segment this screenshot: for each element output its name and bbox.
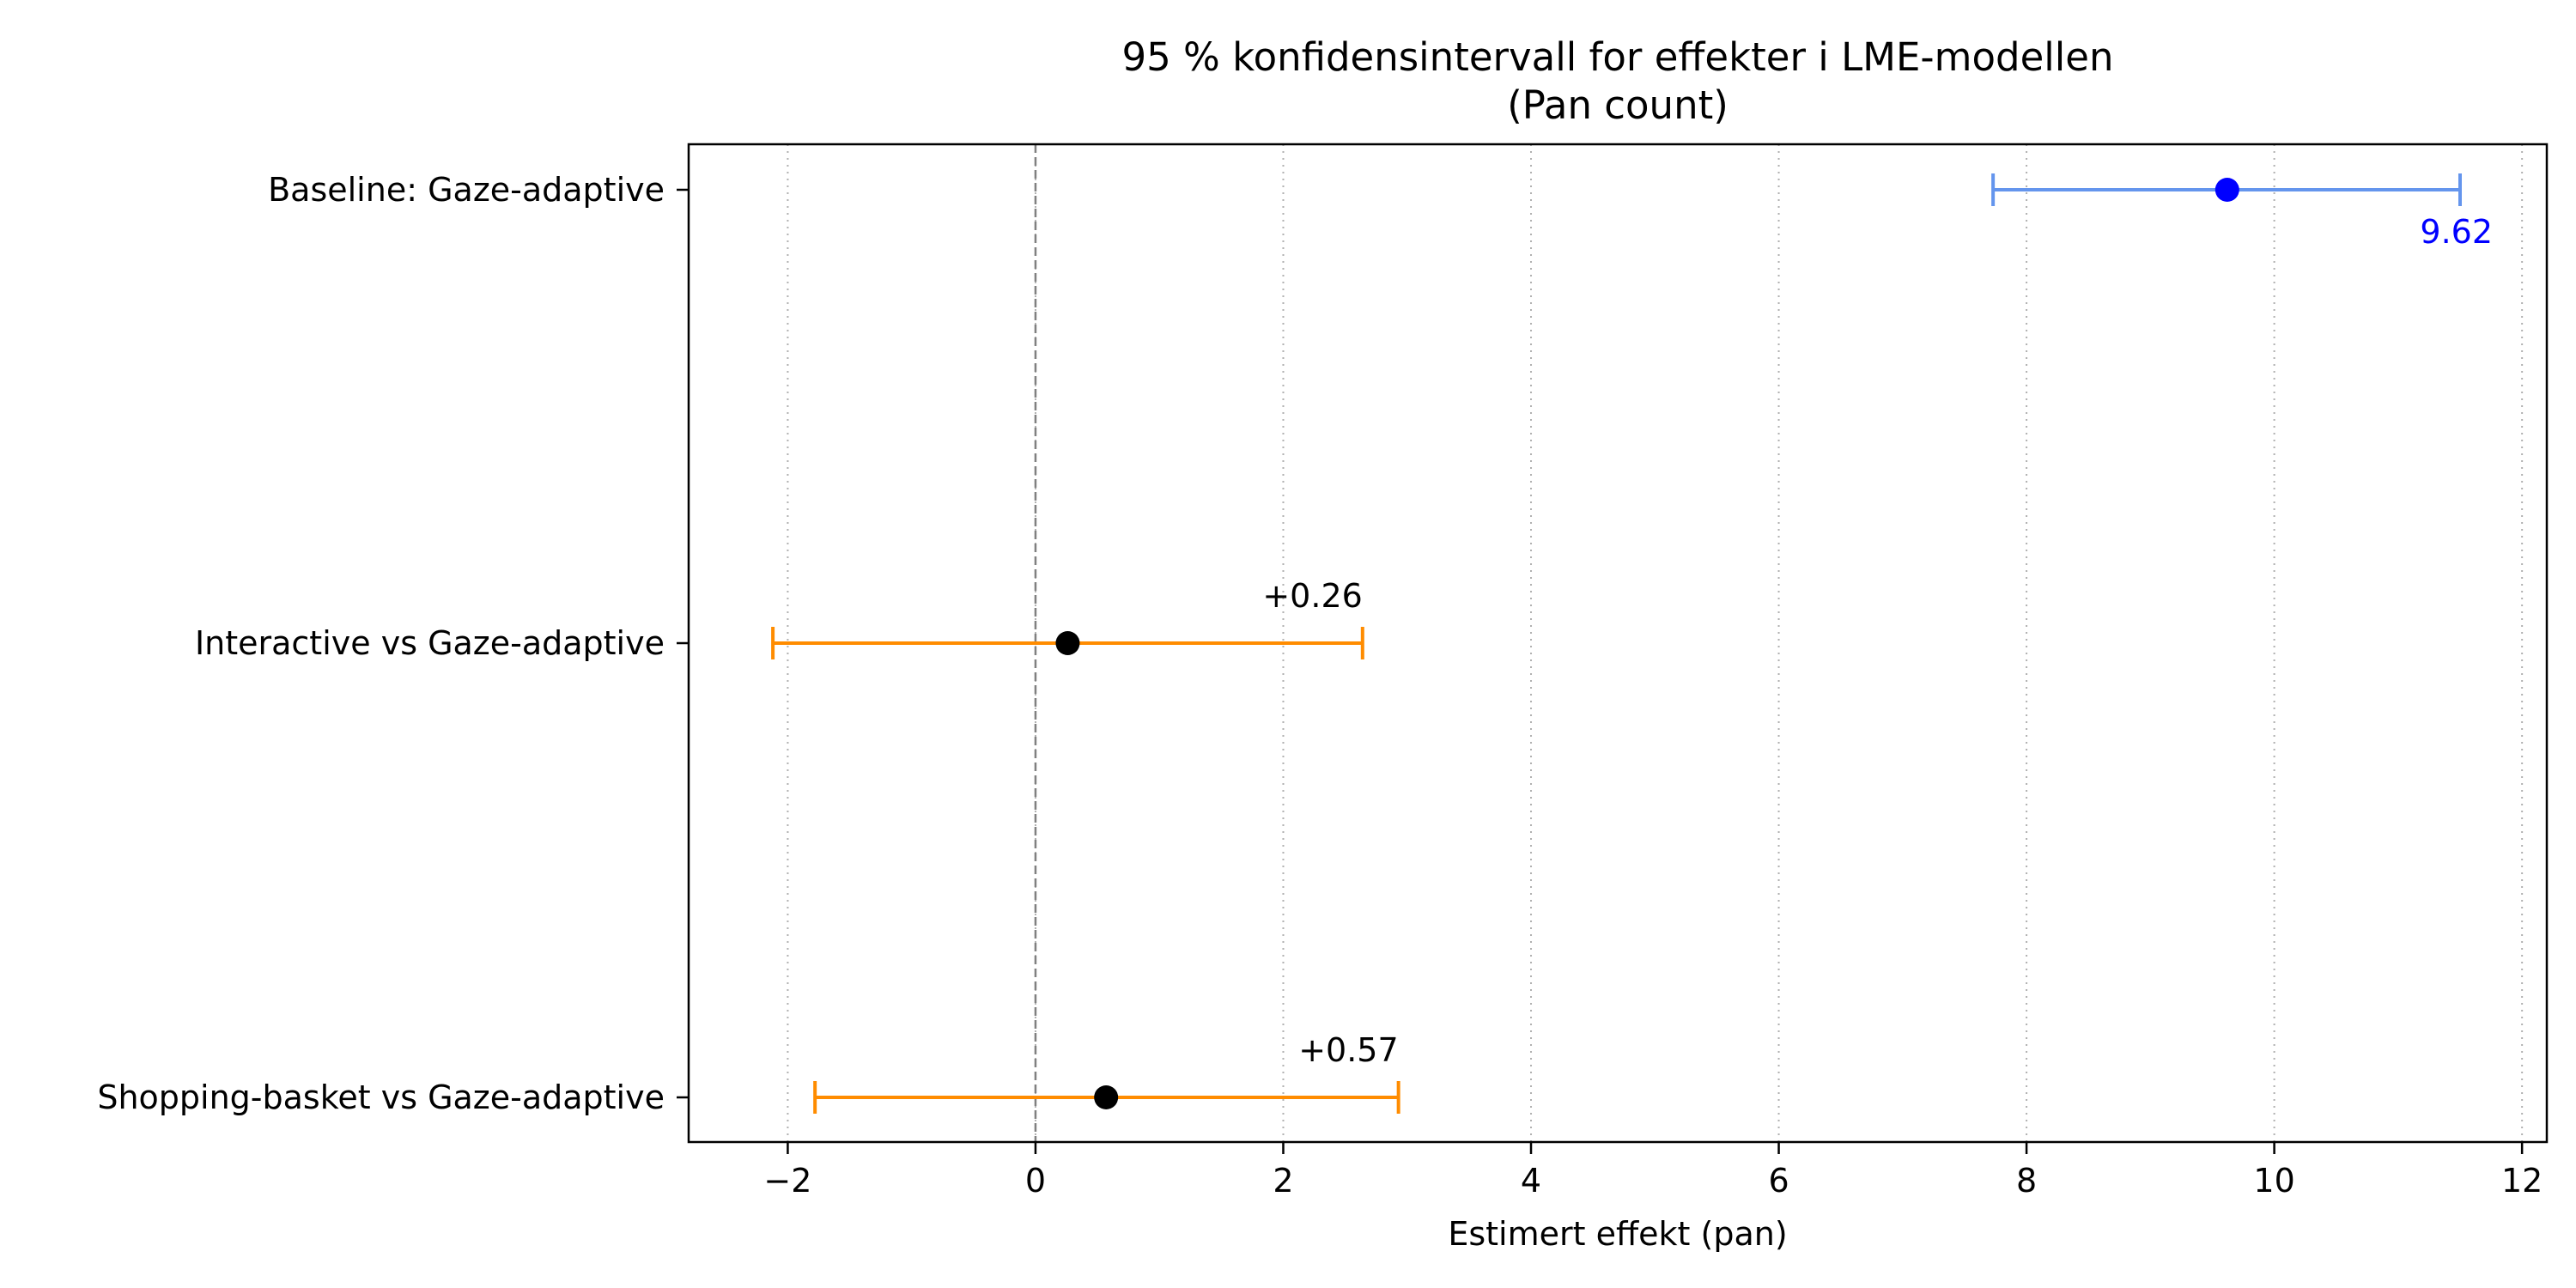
x-tick-label: 8 <box>2016 1162 2037 1200</box>
point-estimate <box>1094 1085 1119 1109</box>
confidence-intervals <box>771 173 2463 1114</box>
x-tick-label: 12 <box>2501 1162 2543 1200</box>
chart-title: 95 % konfidensintervall for effekter i L… <box>1121 34 2113 80</box>
point-estimates <box>1055 178 2239 1109</box>
value-label: +0.26 <box>1262 577 1362 615</box>
x-tick-label: 4 <box>1521 1162 1541 1200</box>
category-label: Baseline: Gaze-adaptive <box>268 171 665 209</box>
x-tick-label: 6 <box>1768 1162 1789 1200</box>
x-tick-label: 2 <box>1273 1162 1293 1200</box>
x-axis-label: Estimert effekt (pan) <box>1448 1215 1787 1253</box>
y-axis-categories: Baseline: Gaze-adaptive Interactive vs Ga… <box>97 171 689 1116</box>
point-estimate <box>1055 631 1080 655</box>
x-tick-label: −2 <box>763 1162 811 1200</box>
x-tick-label: 10 <box>2253 1162 2294 1200</box>
x-axis-ticks: −2 0 2 4 6 8 10 12 <box>763 1142 2543 1200</box>
x-tick-label: 0 <box>1025 1162 1046 1200</box>
value-label: +0.57 <box>1298 1031 1398 1069</box>
value-labels: 9.62 +0.26 +0.57 <box>1262 213 2493 1069</box>
chart-subtitle: (Pan count) <box>1507 82 1728 128</box>
value-label: 9.62 <box>2420 213 2493 251</box>
category-label: Shopping-basket vs Gaze-adaptive <box>97 1078 665 1116</box>
point-estimate <box>2215 178 2239 202</box>
category-label: Interactive vs Gaze-adaptive <box>195 624 665 662</box>
